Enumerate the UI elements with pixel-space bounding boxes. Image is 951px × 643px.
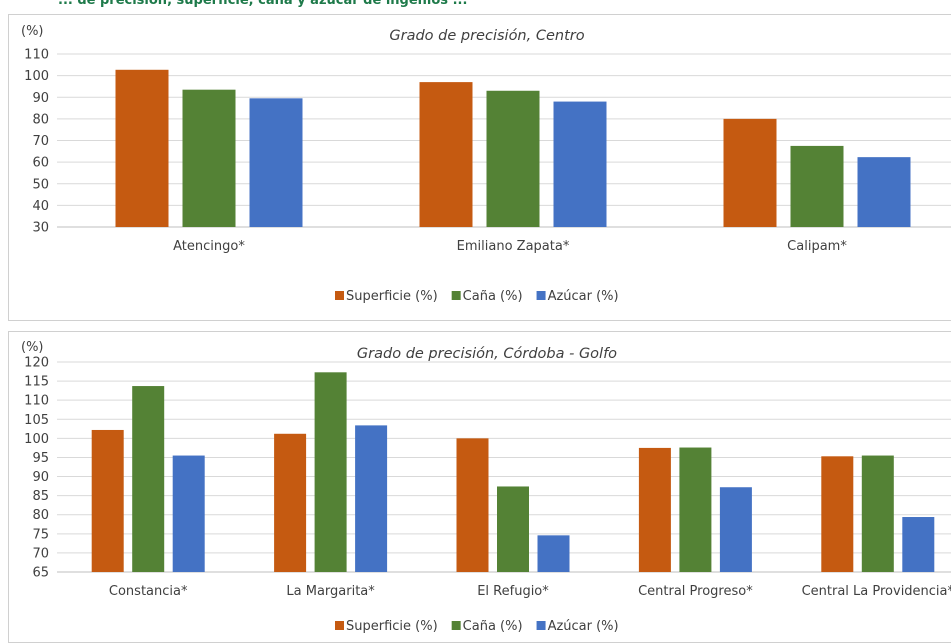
bar-azucar [857,157,911,227]
y-tick-label: 100 [24,69,49,84]
bar-cana [679,447,712,572]
legend-swatch-azucar [536,621,546,630]
chart-title: Grado de precisión, Córdoba - Golfo [357,346,617,362]
category-label: El Refugio* [477,584,549,599]
legend-label: Superficie (%) [346,289,438,304]
legend-swatch-azucar [536,291,546,300]
bar-superficie [115,69,169,227]
legend-label: Superficie (%) [346,619,438,634]
y-tick-label: 120 [24,356,49,371]
y-tick-label: 60 [32,156,49,171]
y-tick-label: 80 [32,508,49,523]
y-tick-label: 65 [32,566,49,581]
bar-superficie [274,433,307,572]
category-label: Central Progreso* [638,584,753,599]
legend-swatch-cana [451,621,461,630]
bar-superficie [91,429,124,572]
bar-cana [497,486,529,572]
y-tick-label: 70 [32,546,49,561]
legend-label: Caña (%) [463,289,523,304]
bar-azucar [719,487,752,572]
bar-superficie [821,456,854,572]
category-label: Central La Providencia* [802,584,951,599]
category-label: Calipam* [787,239,847,254]
legend-label: Caña (%) [463,619,523,634]
chart-panel-centro: 30 40 50 60 70 80 90 100 110 (%) Grado de precisió… [8,14,951,321]
chart-cordoba-golfo: 65 70 75 80 85 90 95 100 105 110 115 120(%) Grado de… [21,340,951,634]
bar-azucar [249,98,303,227]
bar-cana [132,386,165,572]
category-label: Atencingo* [173,239,245,254]
category-label: La Margarita* [286,584,375,599]
bar-cana [861,455,894,572]
bar-superficie [456,438,489,572]
y-tick-label: 100 [24,432,49,447]
y-tick-label: 115 [24,375,49,390]
y-tick-label: 70 [32,134,49,149]
report-heading: ... de precisión, superficie, caña y azú… [58,0,468,8]
y-tick-label: 40 [32,199,49,214]
y-tick-label: 110 [24,394,49,409]
bar-cana [182,89,236,228]
chart-centro: 30 40 50 60 70 80 90 100 110 (%) Grado de precisió… [21,24,951,304]
chart-panel-cordoba-golfo: 65 70 75 80 85 90 95 100 105 110 115 120 (%) Grado de… [8,331,951,643]
bar-superficie [419,82,473,227]
y-tick-label: 75 [32,527,49,542]
bar-azucar [902,517,935,572]
y-tick-label: 30 [32,221,49,236]
bar-cana [314,372,347,572]
bar-azucar [553,101,607,227]
y-tick-label: 95 [32,451,49,466]
y-tick-label: 50 [32,177,49,192]
bar-superficie [723,118,777,227]
bar-azucar [355,425,388,572]
chart-title: Grado de precisión, Centro [389,28,584,44]
bar-cana [790,145,844,227]
report-heading-strip: ... de precisión, superficie, caña y azú… [0,0,951,14]
y-axis-unit: (%) [21,340,44,355]
legend-label: Azúcar (%) [548,289,619,304]
bar-superficie [638,447,671,572]
legend-swatch-superficie [335,621,344,630]
bar-azucar [537,535,570,572]
bar-azucar [172,455,205,572]
bar-cana [486,90,540,227]
category-label: Constancia* [109,584,188,599]
y-tick-label: 90 [32,470,49,485]
y-axis-unit: (%) [21,24,44,39]
legend-swatch-cana [451,291,461,300]
category-label: Emiliano Zapata* [457,239,570,254]
legend-swatch-superficie [335,291,344,300]
y-tick-label: 85 [32,489,49,504]
legend-label: Azúcar (%) [548,619,619,634]
y-tick-label: 80 [32,112,49,127]
y-tick-label: 105 [24,413,49,428]
y-tick-label: 110 [24,48,49,63]
y-tick-label: 90 [32,91,49,106]
